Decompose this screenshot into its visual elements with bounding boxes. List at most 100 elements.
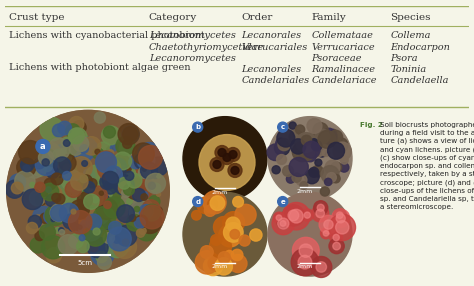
Circle shape [156,192,161,196]
Circle shape [79,167,95,183]
Circle shape [278,196,288,206]
Circle shape [86,214,102,230]
Circle shape [58,235,78,255]
Circle shape [68,128,84,144]
Circle shape [103,233,114,244]
Circle shape [336,221,349,234]
Circle shape [55,148,72,165]
Circle shape [116,137,135,155]
Circle shape [33,163,46,176]
Circle shape [90,243,98,252]
Circle shape [329,239,344,254]
Circle shape [98,157,121,180]
Circle shape [226,217,240,231]
Circle shape [149,157,168,176]
Circle shape [119,141,135,156]
Circle shape [134,206,140,212]
Circle shape [122,189,130,197]
Circle shape [110,144,117,151]
Circle shape [108,158,127,177]
Circle shape [148,182,155,189]
Circle shape [41,190,47,196]
Circle shape [22,189,43,210]
Circle shape [87,237,108,258]
Circle shape [301,209,313,221]
Circle shape [57,193,65,201]
Circle shape [42,159,49,166]
Circle shape [288,210,299,221]
Circle shape [49,180,58,189]
Circle shape [93,208,105,220]
Circle shape [42,149,55,162]
Circle shape [305,169,319,184]
Circle shape [98,255,111,269]
Circle shape [125,171,134,180]
Circle shape [314,201,328,215]
Circle shape [307,146,319,158]
Circle shape [40,213,50,223]
Circle shape [129,177,153,200]
Circle shape [92,142,97,147]
Circle shape [140,191,148,199]
Circle shape [197,197,214,214]
Circle shape [59,203,79,223]
Circle shape [317,204,324,211]
Circle shape [28,215,42,229]
Circle shape [59,230,64,235]
Circle shape [203,191,226,214]
Circle shape [100,174,115,190]
Circle shape [91,242,114,266]
Circle shape [141,194,147,200]
Circle shape [223,212,245,233]
Circle shape [291,249,319,276]
Circle shape [286,175,295,183]
Circle shape [78,201,98,220]
Circle shape [318,149,326,157]
Text: 2mm: 2mm [297,188,313,194]
Circle shape [320,187,329,196]
Circle shape [52,193,61,202]
Circle shape [223,154,231,162]
Circle shape [33,206,54,227]
Circle shape [315,159,322,166]
Text: Lichens with cyanobacterial photobiont: Lichens with cyanobacterial photobiont [9,31,205,40]
Circle shape [40,117,64,141]
Circle shape [280,221,286,226]
Circle shape [82,161,88,166]
Circle shape [78,136,83,142]
Circle shape [129,201,153,224]
Circle shape [327,135,337,145]
Circle shape [54,207,70,223]
Circle shape [67,146,76,155]
Text: Collema
Endocarpon
Psora
Toninia
Candelaella: Collema Endocarpon Psora Toninia Candela… [390,31,450,85]
Circle shape [66,210,77,221]
Circle shape [35,231,44,241]
Circle shape [153,174,158,178]
Circle shape [74,202,89,217]
Circle shape [137,229,145,237]
Circle shape [38,142,61,165]
Circle shape [315,129,329,144]
Circle shape [59,228,64,233]
Circle shape [289,209,303,223]
Circle shape [84,224,107,246]
Circle shape [65,181,82,197]
Circle shape [66,176,73,183]
Circle shape [142,167,146,171]
Circle shape [106,154,110,159]
Circle shape [102,219,112,229]
Circle shape [129,215,136,221]
Circle shape [311,257,332,277]
Circle shape [138,166,150,178]
Text: Order: Order [242,13,273,22]
Circle shape [100,206,105,211]
Circle shape [111,169,116,173]
Circle shape [318,130,336,148]
Circle shape [60,176,72,188]
Text: Soil biocrusts photographed
during a field visit to the area. pic-
ture (a) show: Soil biocrusts photographed during a fie… [380,122,474,210]
Circle shape [299,144,315,160]
Circle shape [119,158,126,164]
Circle shape [138,146,162,169]
Circle shape [69,128,87,146]
Circle shape [58,121,72,135]
